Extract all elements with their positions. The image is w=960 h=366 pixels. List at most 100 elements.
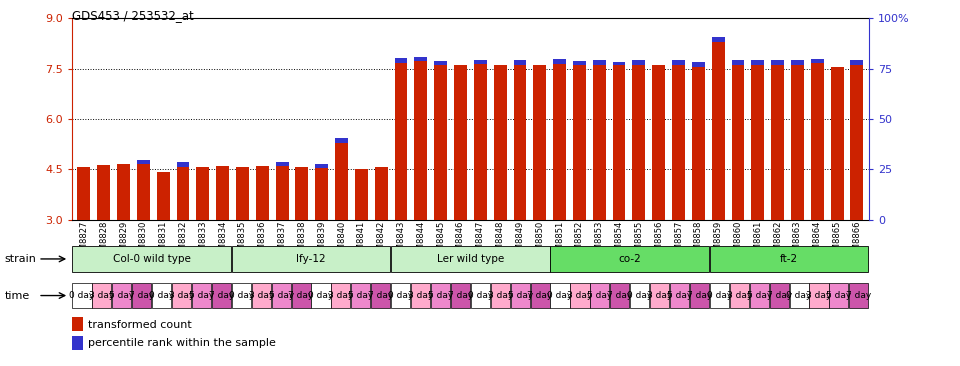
- Bar: [474, 64, 487, 220]
- Text: 5 day: 5 day: [348, 291, 373, 300]
- Bar: [573, 65, 586, 220]
- Bar: [771, 65, 784, 220]
- Bar: [72, 336, 83, 350]
- Bar: [78, 167, 90, 220]
- Text: 3 day: 3 day: [488, 291, 513, 300]
- FancyBboxPatch shape: [590, 283, 610, 309]
- Text: 5 day: 5 day: [588, 291, 612, 300]
- Bar: [355, 169, 368, 220]
- Bar: [672, 65, 685, 220]
- FancyBboxPatch shape: [730, 283, 749, 309]
- Text: 7 day: 7 day: [607, 291, 633, 300]
- Text: 0 day: 0 day: [388, 291, 414, 300]
- FancyBboxPatch shape: [72, 246, 231, 272]
- Text: 0 day: 0 day: [468, 291, 493, 300]
- Bar: [434, 65, 447, 220]
- Text: 7 day: 7 day: [129, 291, 155, 300]
- Bar: [493, 65, 507, 220]
- Bar: [97, 165, 110, 220]
- Bar: [592, 65, 606, 220]
- FancyBboxPatch shape: [470, 283, 490, 309]
- FancyBboxPatch shape: [709, 283, 729, 309]
- Bar: [811, 63, 824, 220]
- FancyBboxPatch shape: [351, 283, 371, 309]
- Bar: [72, 317, 83, 331]
- Bar: [236, 167, 249, 220]
- FancyBboxPatch shape: [809, 283, 828, 309]
- Bar: [415, 57, 427, 61]
- Bar: [732, 60, 744, 64]
- FancyBboxPatch shape: [491, 283, 510, 309]
- Text: 5 day: 5 day: [109, 291, 134, 300]
- Bar: [692, 62, 705, 67]
- Text: 0 day: 0 day: [707, 291, 732, 300]
- FancyBboxPatch shape: [789, 283, 808, 309]
- Bar: [791, 60, 804, 64]
- FancyBboxPatch shape: [391, 283, 410, 309]
- Bar: [752, 60, 764, 64]
- FancyBboxPatch shape: [531, 283, 550, 309]
- Text: co-2: co-2: [618, 254, 641, 264]
- Text: 5 day: 5 day: [747, 291, 772, 300]
- Bar: [752, 65, 764, 220]
- FancyBboxPatch shape: [451, 283, 470, 309]
- Bar: [415, 61, 427, 220]
- Bar: [771, 60, 784, 64]
- Bar: [255, 166, 269, 220]
- FancyBboxPatch shape: [212, 283, 231, 309]
- FancyBboxPatch shape: [431, 283, 450, 309]
- Text: 3 day: 3 day: [567, 291, 592, 300]
- FancyBboxPatch shape: [152, 283, 171, 309]
- Bar: [374, 167, 388, 220]
- Bar: [534, 65, 546, 220]
- FancyBboxPatch shape: [850, 283, 869, 309]
- Bar: [791, 65, 804, 220]
- Text: lfy-12: lfy-12: [297, 254, 325, 264]
- Text: 5 day: 5 day: [269, 291, 294, 300]
- FancyBboxPatch shape: [231, 246, 391, 272]
- Bar: [711, 37, 725, 42]
- Bar: [851, 60, 863, 64]
- Text: 3 day: 3 day: [169, 291, 194, 300]
- Bar: [851, 65, 863, 220]
- Text: 5 day: 5 day: [508, 291, 533, 300]
- FancyBboxPatch shape: [670, 283, 689, 309]
- FancyBboxPatch shape: [132, 283, 152, 309]
- Bar: [335, 143, 348, 220]
- Bar: [156, 172, 170, 220]
- FancyBboxPatch shape: [630, 283, 649, 309]
- Text: 7 day: 7 day: [686, 291, 712, 300]
- Bar: [454, 65, 467, 220]
- FancyBboxPatch shape: [252, 283, 271, 309]
- Bar: [335, 138, 348, 143]
- FancyBboxPatch shape: [550, 283, 569, 309]
- Bar: [514, 60, 526, 64]
- Bar: [811, 59, 824, 63]
- Text: ft-2: ft-2: [780, 254, 798, 264]
- FancyBboxPatch shape: [92, 283, 111, 309]
- Text: 3 day: 3 day: [408, 291, 433, 300]
- Text: GDS453 / 253532_at: GDS453 / 253532_at: [72, 9, 194, 22]
- FancyBboxPatch shape: [72, 283, 91, 309]
- Text: percentile rank within the sample: percentile rank within the sample: [88, 338, 276, 348]
- Bar: [711, 42, 725, 220]
- Text: 0 day: 0 day: [786, 291, 812, 300]
- Bar: [177, 167, 189, 220]
- Bar: [216, 166, 229, 220]
- Text: 5 day: 5 day: [428, 291, 453, 300]
- FancyBboxPatch shape: [292, 283, 311, 309]
- FancyBboxPatch shape: [192, 283, 211, 309]
- FancyBboxPatch shape: [611, 283, 630, 309]
- Bar: [276, 166, 289, 220]
- Text: time: time: [5, 291, 30, 300]
- FancyBboxPatch shape: [272, 283, 291, 309]
- FancyBboxPatch shape: [550, 246, 709, 272]
- Text: 7 day: 7 day: [208, 291, 234, 300]
- Bar: [553, 64, 566, 220]
- FancyBboxPatch shape: [411, 283, 430, 309]
- Text: 5 day: 5 day: [189, 291, 214, 300]
- Text: 0 day: 0 day: [308, 291, 334, 300]
- FancyBboxPatch shape: [372, 283, 391, 309]
- Text: 3 day: 3 day: [647, 291, 672, 300]
- FancyBboxPatch shape: [690, 283, 709, 309]
